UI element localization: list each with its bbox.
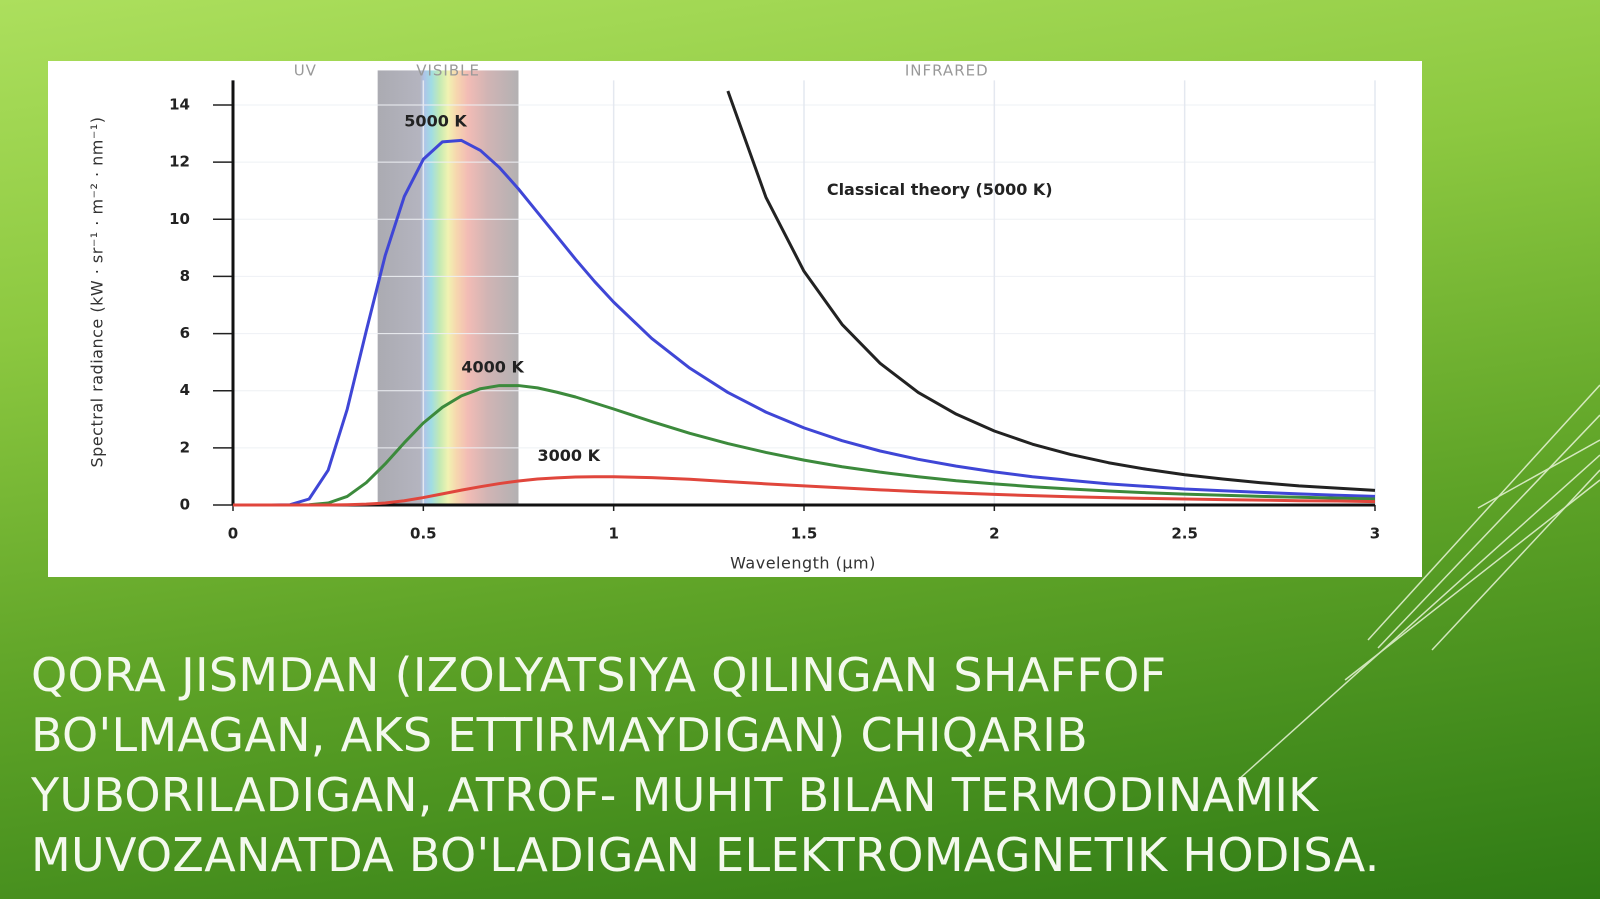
y-axis-title: Spectral radiance (kW · sr⁻¹ · m⁻² · nm⁻… (88, 117, 107, 468)
x-tick-label: 3 (1370, 525, 1380, 543)
x-tick-label: 2 (989, 525, 999, 543)
y-tick-label: 14 (169, 96, 190, 114)
y-tick-label: 8 (180, 267, 190, 285)
x-axis-title: Wavelength (μm) (730, 554, 876, 573)
region-label: INFRARED (905, 62, 989, 80)
region-label: VISIBLE (416, 62, 480, 80)
y-tick-label: 4 (180, 381, 190, 399)
y-tick-label: 6 (180, 324, 190, 342)
y-tick-label: 2 (180, 438, 190, 456)
series-line (233, 384, 1376, 507)
series-line (726, 90, 1376, 492)
y-tick-label: 10 (169, 210, 190, 228)
curve-label: 3000 K (538, 446, 601, 465)
caption-line: BO'LMAGAN, AKS ETTIRMAYDIGAN) CHIQARIB (31, 708, 1088, 762)
x-tick-label: 2.5 (1171, 525, 1198, 543)
curve-label: 5000 K (404, 112, 467, 131)
curve-label: Classical theory (5000 K) (827, 180, 1053, 199)
curve-label: 4000 K (461, 357, 524, 376)
caption-line: MUVOZANATDA BO'LADIGAN ELEKTROMAGNETIK H… (31, 828, 1380, 882)
visible-band (377, 70, 519, 505)
y-tick-label: 0 (180, 496, 190, 514)
x-tick-label: 1.5 (791, 525, 818, 543)
caption-line: YUBORILADIGAN, ATROF- MUHIT BILAN TERMOD… (31, 768, 1319, 822)
series-line (233, 475, 1376, 507)
y-tick-label: 12 (169, 153, 190, 171)
x-tick-label: 0.5 (410, 525, 437, 543)
series-line (233, 138, 1376, 507)
decoration (1237, 384, 1600, 781)
region-label: UV (294, 62, 317, 80)
chart-panel (48, 61, 1422, 577)
caption-line: QORA JISMDAN (IZOLYATSIYA QILINGAN SHAFF… (31, 648, 1167, 702)
x-tick-label: 1 (608, 525, 618, 543)
chart: UV VISIBLE INFRARED 0 2 4 6 8 10 12 14 0 0.5 1 1.5 2 2.5… (88, 62, 1381, 573)
x-tick-label: 0 (228, 525, 238, 543)
